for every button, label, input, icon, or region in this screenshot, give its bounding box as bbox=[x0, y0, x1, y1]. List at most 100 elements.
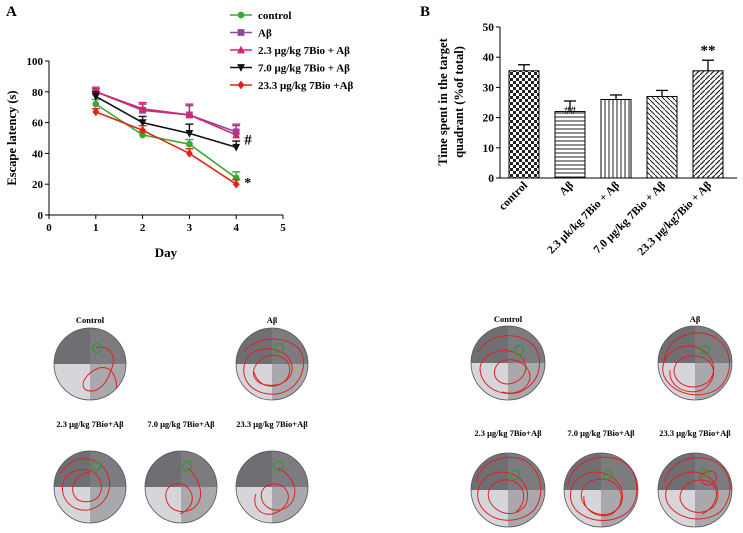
maze-pool-outline bbox=[53, 450, 127, 524]
x-tick-label: 0 bbox=[46, 222, 52, 234]
y-tick-label: 100 bbox=[27, 56, 44, 68]
swim-trajectory bbox=[475, 456, 542, 521]
platform-marker bbox=[181, 460, 193, 472]
maze-abeta-a: Aβ bbox=[235, 315, 309, 401]
y-tick-label: 40 bbox=[483, 52, 495, 64]
data-point bbox=[139, 125, 146, 135]
legend-marker bbox=[237, 11, 245, 19]
swim-trajectory bbox=[243, 338, 305, 395]
maze-pool-outline bbox=[563, 452, 639, 528]
swim-trajectory bbox=[663, 457, 731, 520]
swim-trajectory bbox=[59, 458, 110, 511]
legend-marker bbox=[237, 29, 245, 36]
maze-quadrants bbox=[564, 453, 638, 527]
maze-quadrants bbox=[658, 326, 732, 400]
y-tick-label: 40 bbox=[32, 148, 44, 160]
maze-label: 7.0 μg/kg 7Bio+Aβ bbox=[147, 419, 215, 429]
platform-marker bbox=[90, 460, 102, 472]
legend-label: control bbox=[258, 10, 291, 22]
legend-marker bbox=[237, 45, 245, 54]
panel-a-label: A bbox=[6, 4, 17, 20]
quadrant-se bbox=[508, 490, 545, 527]
quadrant-sw bbox=[145, 487, 181, 523]
maze-high-a: 23.3 μg/kg 7Bio+Aβ bbox=[235, 419, 309, 524]
significance-marker: # bbox=[244, 133, 252, 149]
maze-pool-outline bbox=[470, 325, 546, 401]
quadrant-sw bbox=[236, 487, 272, 523]
quadrant-ne bbox=[181, 451, 217, 487]
quadrant-sw bbox=[471, 490, 508, 527]
swim-trajectory bbox=[254, 467, 296, 515]
maze-pool-outline bbox=[657, 452, 733, 528]
platform-marker bbox=[509, 469, 521, 481]
series-line bbox=[95, 111, 237, 185]
quadrant-sw bbox=[564, 490, 601, 527]
bar bbox=[692, 70, 724, 179]
platform-marker bbox=[272, 460, 284, 472]
quadrant-nw bbox=[236, 451, 272, 487]
platform-marker bbox=[273, 342, 285, 354]
significance-marker: ## bbox=[564, 103, 576, 117]
x-tick-label: 5 bbox=[280, 222, 286, 234]
maze-label: Aβ bbox=[690, 314, 701, 324]
maze-pool-outline bbox=[53, 327, 127, 401]
x-tick-label: 2 bbox=[140, 222, 146, 234]
data-point bbox=[138, 104, 147, 113]
swim-trajectory bbox=[165, 467, 201, 515]
legend-label: 23.3 μg/kg 7Bio +Aβ bbox=[258, 80, 354, 92]
maze-pool-outline bbox=[235, 327, 309, 401]
y-tick-label: 0 bbox=[488, 173, 494, 185]
series-line bbox=[95, 103, 237, 179]
quadrant-se bbox=[695, 490, 732, 527]
maze-label: Aβ bbox=[267, 315, 278, 325]
data-point bbox=[232, 130, 241, 139]
quadrant-sw bbox=[54, 364, 90, 400]
target-quadrant-chart: 0 10 20 30 40 50 ## ** Time spent in the targe… bbox=[436, 22, 737, 258]
quadrant-sw bbox=[658, 490, 695, 527]
series-mid bbox=[91, 91, 241, 152]
data-point bbox=[185, 129, 194, 138]
data-point bbox=[232, 143, 241, 152]
platform-marker bbox=[698, 467, 710, 479]
maze-label: Control bbox=[494, 314, 523, 324]
quadrant-se bbox=[181, 487, 217, 523]
legend-label: 7.0 μg/kg 7Bio + Aβ bbox=[258, 63, 350, 75]
maze-label: 23.3 μg/kg 7Bio+Aβ bbox=[236, 419, 308, 429]
quadrant-nw bbox=[471, 453, 508, 490]
x-axis-label: Day bbox=[155, 245, 178, 260]
data-point bbox=[185, 110, 194, 119]
x-tick-label: 4 bbox=[233, 222, 239, 234]
data-point bbox=[139, 131, 147, 139]
category-label: control bbox=[497, 180, 530, 213]
quadrant-nw bbox=[471, 326, 508, 363]
data-point bbox=[138, 119, 147, 127]
data-point bbox=[186, 149, 193, 158]
maze-mid-a: 7.0 μg/kg 7Bio+Aβ bbox=[144, 419, 218, 524]
data-point bbox=[92, 100, 100, 108]
bar-group bbox=[600, 94, 632, 179]
bar-group: ** bbox=[692, 43, 724, 179]
swim-trajectory bbox=[567, 456, 638, 521]
bar bbox=[600, 98, 632, 179]
x-tick-label: 1 bbox=[93, 222, 99, 234]
quadrant-nw bbox=[54, 451, 90, 487]
panel-b-label: B bbox=[420, 4, 430, 20]
maze-high-b: 23.3 μg/kg 7Bio+Aβ bbox=[657, 428, 733, 528]
legend-label: 2.3 μg/kg 7Bio + Aβ bbox=[258, 45, 350, 57]
series-low bbox=[91, 87, 241, 139]
maze-pool-outline bbox=[657, 325, 733, 401]
bar bbox=[554, 111, 586, 179]
y-axis-label: Escape latency (s) bbox=[5, 90, 19, 185]
platform-marker bbox=[91, 342, 103, 354]
quadrant-nw bbox=[145, 451, 181, 487]
quadrant-sw bbox=[54, 487, 90, 523]
legend-marker bbox=[237, 64, 245, 72]
maze-low-b: 2.3 μg/kg 7Bio+Aβ bbox=[470, 428, 546, 528]
maze-control-a: Control bbox=[53, 315, 127, 401]
y-tick-label: 80 bbox=[32, 87, 44, 99]
quadrant-sw bbox=[471, 363, 508, 400]
platform-marker bbox=[602, 469, 614, 481]
category-label: Aβ bbox=[557, 180, 576, 199]
data-point bbox=[232, 179, 240, 189]
